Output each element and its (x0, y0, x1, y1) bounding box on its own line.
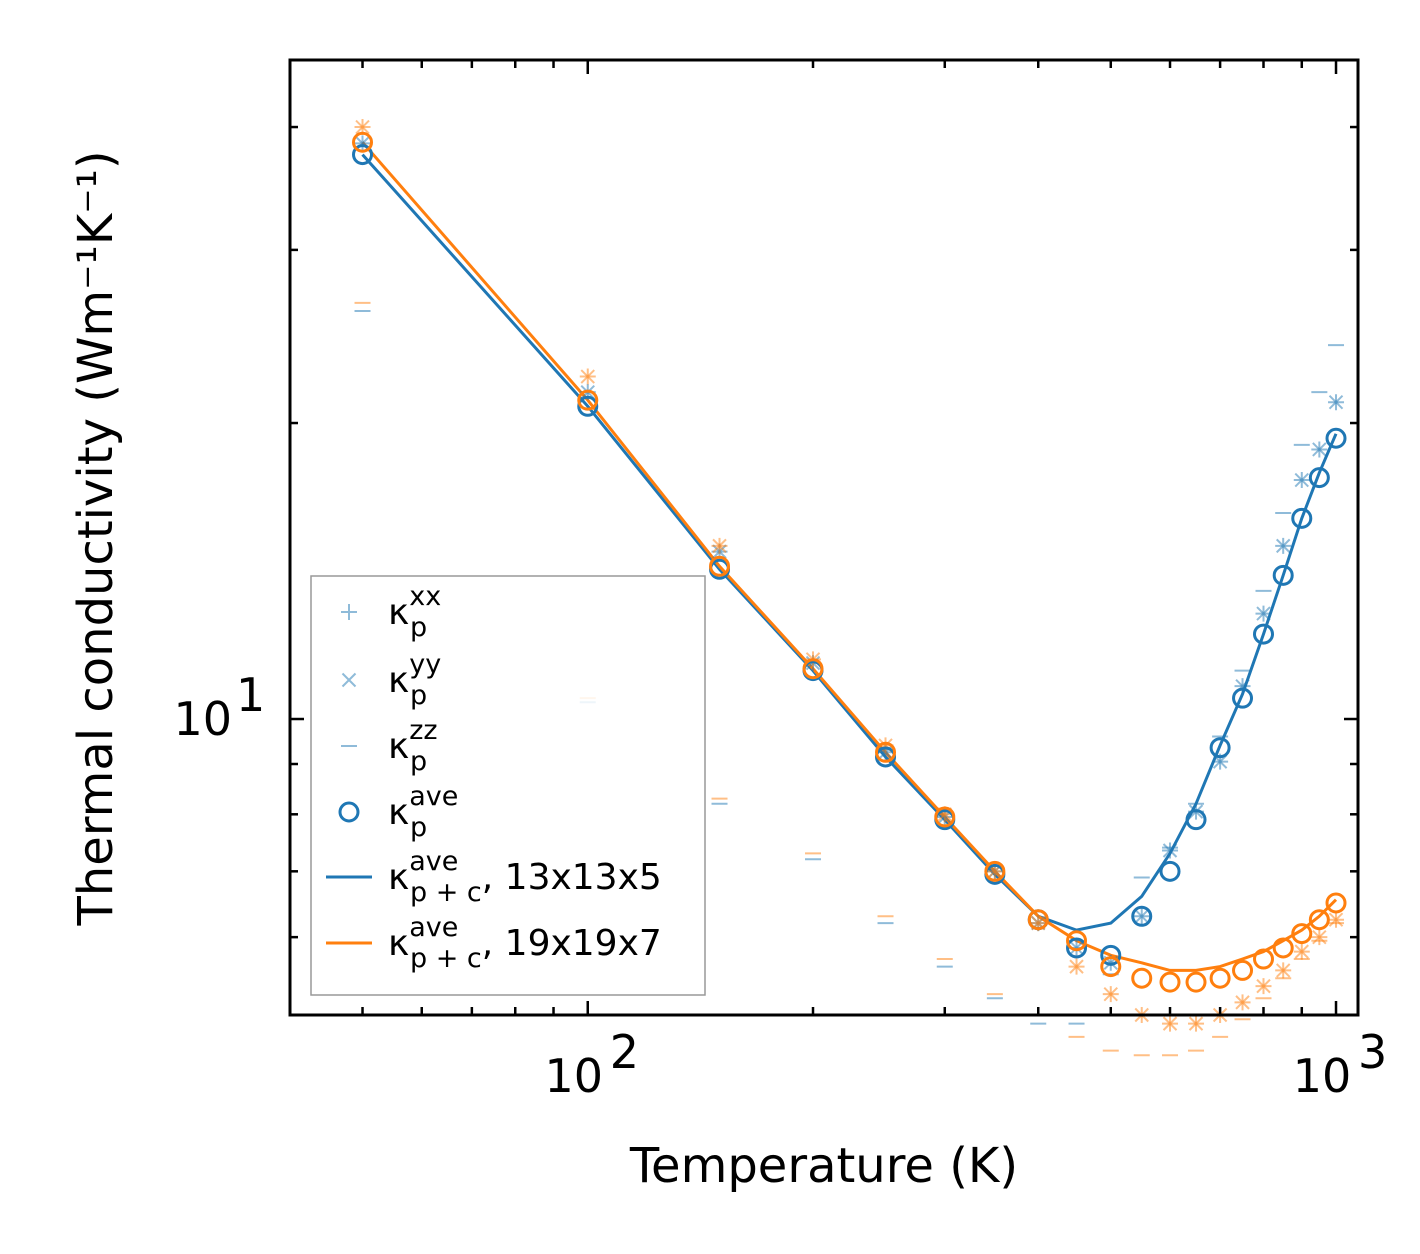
data-point (1291, 507, 1313, 529)
data-point (1027, 909, 1049, 931)
x-axis-title: Temperature (K) (629, 1138, 1018, 1194)
data-point (1131, 967, 1153, 989)
legend-marker (338, 801, 360, 823)
data-point (577, 389, 599, 411)
data-point (1256, 978, 1271, 994)
data-point (1100, 944, 1122, 966)
legend-label: κyy p (388, 649, 441, 711)
data-point (934, 806, 956, 828)
data-point (709, 555, 731, 577)
data-point (1232, 687, 1254, 709)
series-line-19x19x7 (361, 141, 1338, 972)
data-point (1185, 809, 1207, 831)
data-point (1256, 606, 1271, 621)
legend-label: κave p + c, 13x13x5 (388, 846, 662, 908)
y-tick-label: 10 (173, 692, 232, 746)
data-point (1291, 923, 1313, 945)
legend-item: κave p + c, 19x19x7 (326, 912, 662, 974)
data-point (1232, 959, 1254, 981)
data-point (1066, 937, 1088, 959)
data-point (1308, 909, 1330, 931)
data-point (1325, 892, 1347, 914)
data-point (1209, 737, 1231, 759)
legend-box (310, 575, 706, 996)
data-point (875, 741, 897, 763)
axis-ticks (288, 60, 1358, 1015)
data-point (1272, 937, 1294, 959)
x-tick-exponent: 2 (610, 1025, 639, 1079)
legend-marker (341, 672, 357, 688)
data-point (1185, 971, 1207, 993)
legend-item: κave p + c, 13x13x5 (326, 846, 662, 908)
legend-label: κzz p (388, 715, 438, 777)
x-tick-exponent: 3 (1358, 1025, 1387, 1079)
data-point (352, 144, 374, 166)
data-point (577, 395, 599, 417)
x-tick-label: 10 (1293, 1049, 1352, 1103)
data-point (1212, 754, 1228, 769)
data-point (1159, 971, 1181, 993)
data-point (1272, 564, 1294, 586)
legend-label: κave p + c, 19x19x7 (388, 912, 662, 974)
data-point (1159, 860, 1181, 882)
data-point (352, 131, 374, 153)
data-point (984, 860, 1006, 882)
series-curve (361, 141, 1338, 972)
data-point (1235, 995, 1250, 1010)
legend-item: κxx p (341, 581, 441, 643)
data-point (1103, 986, 1118, 1002)
data-point (1209, 967, 1231, 989)
data-point (1253, 623, 1275, 645)
data-point (1294, 472, 1309, 488)
legend-label: κxx p (388, 581, 441, 643)
plot-frame (288, 58, 1360, 1017)
x-tick-label: 10 (544, 1049, 603, 1103)
data-point (1100, 956, 1122, 978)
data-point (1308, 467, 1330, 489)
legend-label: κave p (388, 781, 458, 843)
data-point (355, 119, 370, 135)
data-point (1275, 538, 1291, 554)
data-point (1312, 442, 1327, 457)
data-point (1188, 1016, 1204, 1031)
legend-marker (341, 604, 357, 620)
data-point (1325, 427, 1347, 449)
data-point (1253, 948, 1275, 970)
plot-marks (352, 119, 1347, 1057)
data-point (712, 538, 727, 554)
data-point (1294, 944, 1309, 959)
data-point (1275, 963, 1291, 978)
data-point (1069, 940, 1084, 956)
data-point (1328, 394, 1344, 410)
series--p-ave-19x19x7 (352, 131, 1347, 993)
y-axis-title: Thermal conductivity (Wm⁻¹K⁻¹) (68, 150, 124, 926)
data-point (802, 658, 824, 680)
legend-item: κzz p (341, 715, 438, 777)
data-point (1162, 843, 1178, 858)
data-point (1066, 930, 1088, 952)
data-point (580, 369, 595, 384)
data-point (1131, 905, 1153, 927)
data-point (1162, 1016, 1178, 1031)
legend-item: κave p (338, 781, 458, 843)
legend-item: κyy p (341, 649, 441, 711)
y-tick-exponent: 1 (236, 668, 265, 722)
data-point (1069, 959, 1084, 974)
data-point (1134, 909, 1149, 924)
